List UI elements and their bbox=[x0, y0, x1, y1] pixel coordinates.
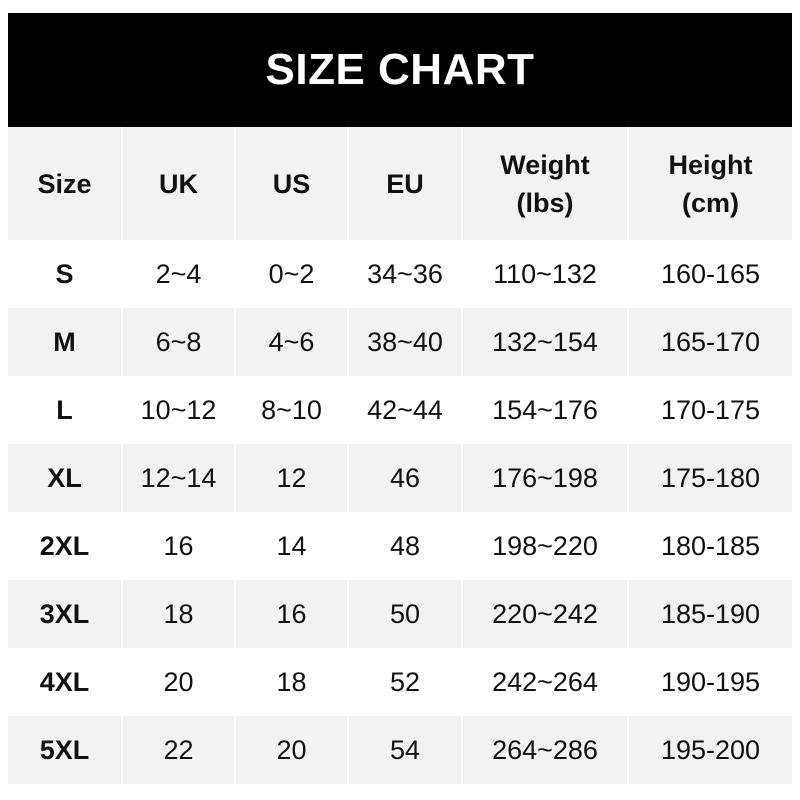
table-cell: 220~242 bbox=[461, 580, 628, 648]
table-cell: 38~40 bbox=[347, 308, 462, 376]
table-cell: 34~36 bbox=[347, 240, 462, 308]
size-cell: S bbox=[8, 240, 122, 308]
page-title: SIZE CHART bbox=[8, 13, 792, 127]
column-header-unit: (cm) bbox=[681, 187, 739, 218]
table-row: S 2~4 0~2 34~36 110~132 160-165 bbox=[8, 240, 792, 308]
table-cell: 2~4 bbox=[121, 240, 235, 308]
table-cell: 110~132 bbox=[461, 240, 628, 308]
column-header: US bbox=[234, 127, 348, 240]
size-cell: 3XL bbox=[8, 580, 122, 648]
table-cell: 195-200 bbox=[627, 716, 792, 784]
table-cell: 154~176 bbox=[461, 376, 628, 444]
table-cell: 14 bbox=[234, 512, 348, 580]
table-cell: 176~198 bbox=[461, 444, 628, 512]
table-cell: 8~10 bbox=[234, 376, 348, 444]
size-chart-table: Size UK US EU Weight (lbs) Height (cm) S 2~4 0~2 3… bbox=[8, 127, 792, 784]
column-header-label: US bbox=[272, 168, 311, 199]
table-cell: 16 bbox=[234, 580, 348, 648]
table-cell: 50 bbox=[347, 580, 462, 648]
table-row: 3XL 18 16 50 220~242 185-190 bbox=[8, 580, 792, 648]
header-row: Size UK US EU Weight (lbs) Height (cm) bbox=[8, 127, 792, 240]
table-cell: 175-180 bbox=[627, 444, 792, 512]
column-header-unit: (lbs) bbox=[516, 187, 574, 218]
column-header: UK bbox=[121, 127, 235, 240]
table-row: XL 12~14 12 46 176~198 175-180 bbox=[8, 444, 792, 512]
table-cell: 42~44 bbox=[347, 376, 462, 444]
column-header-label: UK bbox=[159, 168, 198, 199]
table-cell: 4~6 bbox=[234, 308, 348, 376]
table-cell: 198~220 bbox=[461, 512, 628, 580]
size-cell: XL bbox=[8, 444, 122, 512]
table-cell: 132~154 bbox=[461, 308, 628, 376]
table-cell: 185-190 bbox=[627, 580, 792, 648]
table-cell: 165-170 bbox=[627, 308, 792, 376]
table-cell: 54 bbox=[347, 716, 462, 784]
table-cell: 48 bbox=[347, 512, 462, 580]
table-cell: 160-165 bbox=[627, 240, 792, 308]
column-header: Size bbox=[8, 127, 122, 240]
size-cell: 2XL bbox=[8, 512, 122, 580]
table-cell: 16 bbox=[121, 512, 235, 580]
column-header: Weight (lbs) bbox=[461, 127, 628, 240]
table-cell: 6~8 bbox=[121, 308, 235, 376]
table-row: L 10~12 8~10 42~44 154~176 170-175 bbox=[8, 376, 792, 444]
table-cell: 12~14 bbox=[121, 444, 235, 512]
column-header-label: Weight bbox=[500, 149, 590, 180]
table-cell: 20 bbox=[234, 716, 348, 784]
column-header-label: Height bbox=[668, 149, 753, 180]
column-header: EU bbox=[347, 127, 462, 240]
table-cell: 170-175 bbox=[627, 376, 792, 444]
table-cell: 190-195 bbox=[627, 648, 792, 716]
column-header-label: Size bbox=[37, 168, 92, 199]
table-cell: 18 bbox=[234, 648, 348, 716]
table-cell: 46 bbox=[347, 444, 462, 512]
table-cell: 12 bbox=[234, 444, 348, 512]
size-cell: 5XL bbox=[8, 716, 122, 784]
table-cell: 20 bbox=[121, 648, 235, 716]
table-row: M 6~8 4~6 38~40 132~154 165-170 bbox=[8, 308, 792, 376]
table-cell: 180-185 bbox=[627, 512, 792, 580]
size-cell: L bbox=[8, 376, 122, 444]
column-header-label: EU bbox=[386, 168, 424, 199]
size-cell: 4XL bbox=[8, 648, 122, 716]
table-row: 5XL 22 20 54 264~286 195-200 bbox=[8, 716, 792, 784]
table-cell: 18 bbox=[121, 580, 235, 648]
size-cell: M bbox=[8, 308, 122, 376]
table-cell: 242~264 bbox=[461, 648, 628, 716]
table-cell: 10~12 bbox=[121, 376, 235, 444]
table-row: 2XL 16 14 48 198~220 180-185 bbox=[8, 512, 792, 580]
table-cell: 264~286 bbox=[461, 716, 628, 784]
column-header: Height (cm) bbox=[627, 127, 792, 240]
table-row: 4XL 20 18 52 242~264 190-195 bbox=[8, 648, 792, 716]
table-cell: 22 bbox=[121, 716, 235, 784]
table-cell: 0~2 bbox=[234, 240, 348, 308]
table-cell: 52 bbox=[347, 648, 462, 716]
